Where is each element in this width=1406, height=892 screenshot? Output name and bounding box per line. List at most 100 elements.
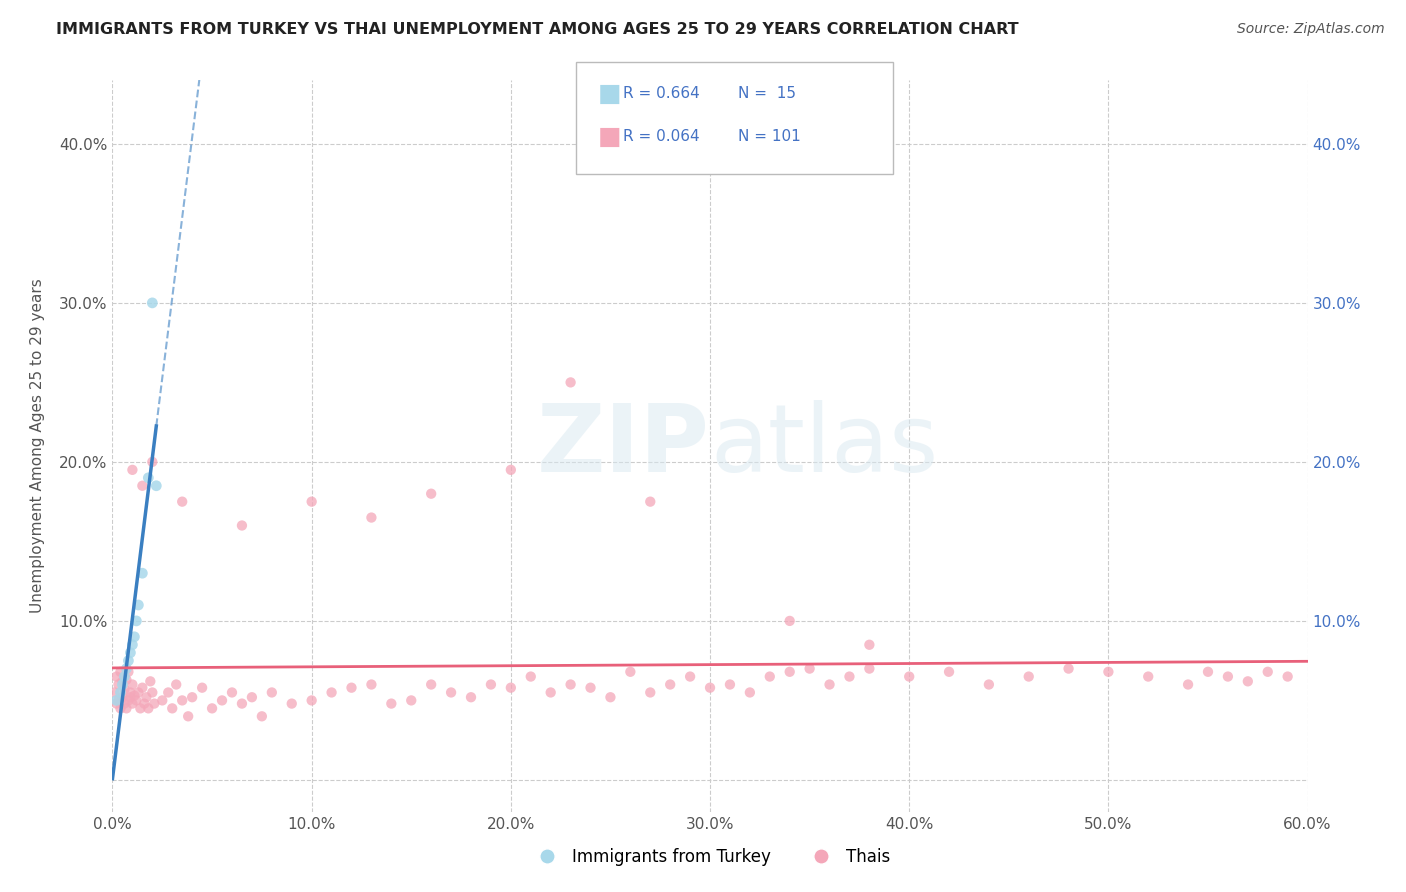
Point: [440, 685, 463, 699]
Point: [114, 697, 135, 711]
Text: Source: ZipAtlas.com: Source: ZipAtlas.com: [1237, 22, 1385, 37]
Point: [479, 677, 502, 691]
Point: [131, 681, 153, 695]
Point: [114, 682, 135, 697]
Point: [380, 697, 402, 711]
Point: [401, 693, 423, 707]
Point: [124, 630, 146, 644]
Point: [779, 614, 801, 628]
Point: [121, 677, 143, 691]
Point: [679, 669, 702, 683]
Point: [1277, 669, 1299, 683]
Text: IMMIGRANTS FROM TURKEY VS THAI UNEMPLOYMENT AMONG AGES 25 TO 29 YEARS CORRELATIO: IMMIGRANTS FROM TURKEY VS THAI UNEMPLOYM…: [56, 22, 1019, 37]
Text: ■: ■: [598, 125, 621, 148]
Point: [699, 681, 721, 695]
Point: [135, 690, 157, 705]
Point: [201, 701, 224, 715]
Point: [1018, 669, 1040, 683]
Point: [162, 701, 183, 715]
Point: [120, 646, 142, 660]
Point: [420, 677, 443, 691]
Point: [141, 296, 163, 310]
Point: [141, 455, 163, 469]
Point: [181, 690, 204, 705]
Point: [1137, 669, 1160, 683]
Text: atlas: atlas: [710, 400, 938, 492]
Text: N =  15: N = 15: [738, 87, 796, 101]
Point: [301, 693, 323, 707]
Point: [114, 669, 135, 683]
Point: [560, 376, 582, 390]
Point: [127, 685, 149, 699]
Point: [105, 697, 128, 711]
Point: [134, 697, 156, 711]
Point: [977, 677, 1000, 691]
Point: [124, 689, 146, 703]
Point: [120, 690, 142, 705]
Point: [125, 693, 148, 707]
Point: [177, 709, 200, 723]
Point: [499, 681, 522, 695]
Point: [110, 665, 132, 679]
Point: [231, 697, 253, 711]
Point: [250, 709, 273, 723]
Point: [107, 693, 129, 707]
Point: [117, 693, 139, 707]
Point: [221, 685, 243, 699]
Point: [110, 701, 132, 715]
Point: [240, 690, 263, 705]
Point: [138, 701, 160, 715]
Text: ZIP: ZIP: [537, 400, 710, 492]
Point: [560, 677, 582, 691]
Point: [838, 669, 860, 683]
Point: [157, 685, 180, 699]
Point: [103, 685, 125, 699]
Point: [360, 510, 382, 524]
Point: [938, 665, 960, 679]
Point: [117, 654, 139, 668]
Point: [520, 669, 543, 683]
Point: [121, 697, 143, 711]
Point: [599, 690, 621, 705]
Point: [1257, 665, 1279, 679]
Point: [172, 494, 194, 508]
Point: [260, 685, 283, 699]
Point: [1216, 669, 1239, 683]
Point: [779, 665, 801, 679]
Point: [640, 494, 662, 508]
Point: [540, 685, 562, 699]
Point: [718, 677, 741, 691]
Point: [211, 693, 233, 707]
Point: [301, 494, 323, 508]
Point: [1057, 662, 1080, 676]
Point: [117, 665, 139, 679]
Point: [105, 669, 128, 683]
Point: [107, 677, 129, 691]
Point: [150, 693, 173, 707]
Point: [139, 674, 162, 689]
Y-axis label: Unemployment Among Ages 25 to 29 years: Unemployment Among Ages 25 to 29 years: [31, 278, 45, 614]
Point: [115, 701, 138, 715]
Point: [738, 685, 761, 699]
Text: ■: ■: [598, 82, 621, 105]
Point: [121, 463, 143, 477]
Point: [145, 479, 167, 493]
Point: [460, 690, 482, 705]
Point: [818, 677, 841, 691]
Point: [111, 677, 134, 691]
Point: [420, 486, 443, 500]
Point: [143, 697, 166, 711]
Point: [858, 638, 880, 652]
Point: [121, 638, 143, 652]
Text: R = 0.664: R = 0.664: [623, 87, 700, 101]
Point: [799, 662, 821, 676]
Point: [105, 693, 128, 707]
Point: [759, 669, 782, 683]
Point: [172, 693, 194, 707]
Point: [129, 701, 152, 715]
Point: [858, 662, 880, 676]
Point: [115, 662, 138, 676]
Point: [191, 681, 214, 695]
Point: [1177, 677, 1199, 691]
Text: N = 101: N = 101: [738, 129, 801, 144]
